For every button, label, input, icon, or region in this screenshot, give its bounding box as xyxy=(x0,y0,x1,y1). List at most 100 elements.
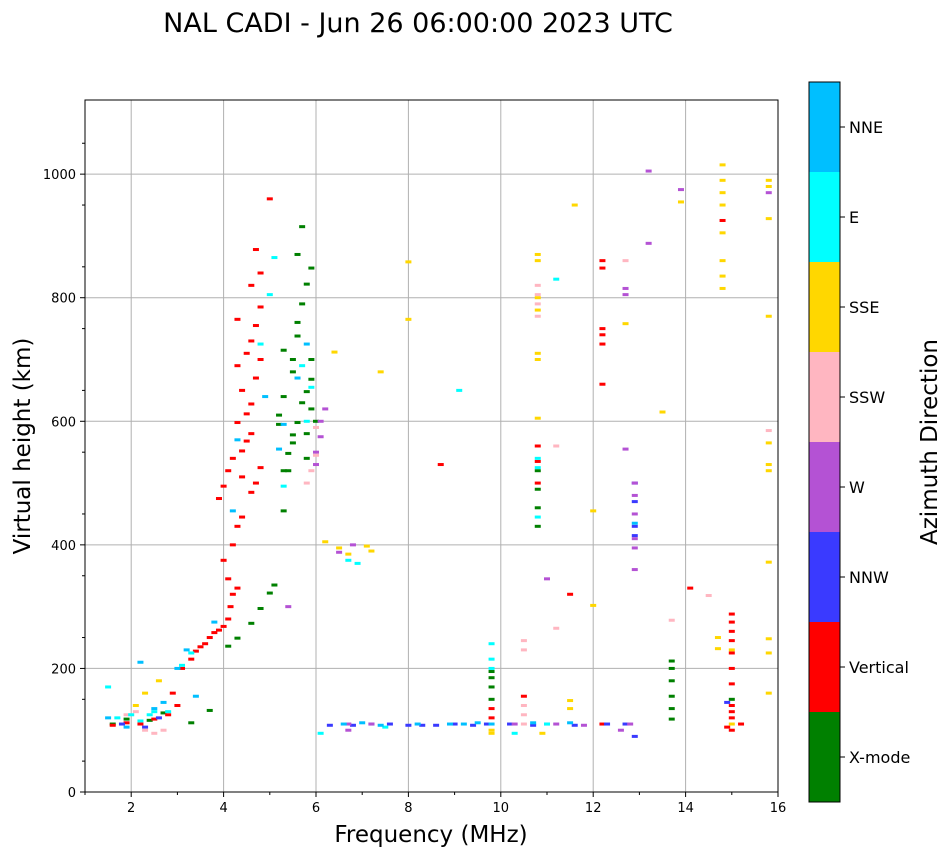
colorbar-tick-label: SSE xyxy=(849,298,879,317)
data-point xyxy=(530,721,537,725)
data-point xyxy=(160,728,167,732)
data-point xyxy=(599,342,606,346)
x-tick-label: 14 xyxy=(677,801,694,816)
data-point xyxy=(229,592,236,596)
data-point xyxy=(211,631,218,635)
data-point xyxy=(446,722,453,726)
data-point xyxy=(243,439,250,443)
data-point xyxy=(386,722,393,726)
data-point xyxy=(252,481,259,485)
data-point xyxy=(257,271,264,275)
data-point xyxy=(192,694,199,698)
data-point xyxy=(243,351,250,355)
data-point xyxy=(345,728,352,732)
data-point xyxy=(765,637,772,641)
data-point xyxy=(765,463,772,467)
data-point xyxy=(460,722,467,726)
data-point xyxy=(437,463,444,467)
data-point xyxy=(571,203,578,207)
data-point xyxy=(308,266,315,270)
data-point xyxy=(345,558,352,562)
data-point xyxy=(405,723,412,727)
data-point xyxy=(165,713,172,717)
data-point xyxy=(719,178,726,182)
data-point xyxy=(105,685,112,689)
data-point xyxy=(289,441,296,445)
data-point xyxy=(765,185,772,188)
data-point xyxy=(123,725,130,729)
data-point xyxy=(248,621,255,625)
data-point xyxy=(299,364,306,368)
data-point xyxy=(234,421,241,425)
data-point xyxy=(488,731,495,735)
data-point xyxy=(243,412,250,416)
data-point xyxy=(553,722,560,726)
data-point xyxy=(590,509,597,513)
data-point xyxy=(188,657,195,661)
data-point xyxy=(331,350,338,354)
data-point xyxy=(229,543,236,547)
data-point xyxy=(405,317,412,321)
data-point xyxy=(728,728,735,732)
data-point xyxy=(659,410,666,414)
data-point xyxy=(368,722,375,726)
data-point xyxy=(534,524,541,528)
data-point xyxy=(534,469,541,473)
data-point xyxy=(276,447,283,451)
x-tick-label: 16 xyxy=(770,801,787,816)
data-point xyxy=(248,402,255,406)
data-point xyxy=(225,469,232,473)
data-points xyxy=(105,163,772,738)
data-point xyxy=(631,521,638,525)
data-point xyxy=(234,636,241,640)
data-point xyxy=(303,282,310,286)
colorbar-tick-label: W xyxy=(849,478,865,497)
data-point xyxy=(313,453,319,457)
data-point xyxy=(488,728,495,732)
data-point xyxy=(534,481,541,485)
data-point xyxy=(705,594,712,598)
data-point xyxy=(276,422,283,426)
data-point xyxy=(151,731,158,735)
data-point xyxy=(313,419,319,423)
data-point xyxy=(345,722,352,726)
data-point xyxy=(285,451,292,455)
data-point xyxy=(289,358,296,361)
data-point xyxy=(280,348,287,352)
data-point xyxy=(349,543,356,547)
data-point xyxy=(668,717,675,721)
data-point xyxy=(248,283,255,287)
data-point xyxy=(266,293,273,297)
data-point xyxy=(146,713,153,717)
data-point xyxy=(488,657,495,661)
data-point xyxy=(229,456,236,460)
data-point xyxy=(728,620,735,624)
y-tick-label: 0 xyxy=(68,786,76,801)
data-point xyxy=(488,685,495,689)
data-point xyxy=(622,293,629,297)
plot-area: 2 4 6 8 10 12 14 16 0 200 400 600 800 1000 xyxy=(43,99,787,816)
data-point xyxy=(155,679,162,683)
data-point xyxy=(345,552,352,556)
data-point xyxy=(728,710,735,714)
data-point xyxy=(724,700,731,704)
data-point xyxy=(160,711,167,715)
plot-frame xyxy=(84,99,779,793)
data-point xyxy=(257,606,264,610)
data-point xyxy=(520,648,527,652)
data-point xyxy=(534,283,541,287)
data-point xyxy=(765,178,772,182)
data-point xyxy=(511,722,518,726)
chart-title: NAL CADI - Jun 26 06:00:00 2023 UTC xyxy=(163,8,673,39)
data-point xyxy=(534,444,541,448)
data-point xyxy=(118,722,125,726)
data-point xyxy=(308,407,315,411)
data-point xyxy=(765,469,772,473)
data-point xyxy=(234,364,241,368)
data-point xyxy=(179,666,186,670)
data-point xyxy=(534,358,541,361)
data-point xyxy=(308,385,315,389)
y-tick-label: 600 xyxy=(51,415,76,430)
data-point xyxy=(160,700,167,704)
data-point xyxy=(728,639,735,643)
